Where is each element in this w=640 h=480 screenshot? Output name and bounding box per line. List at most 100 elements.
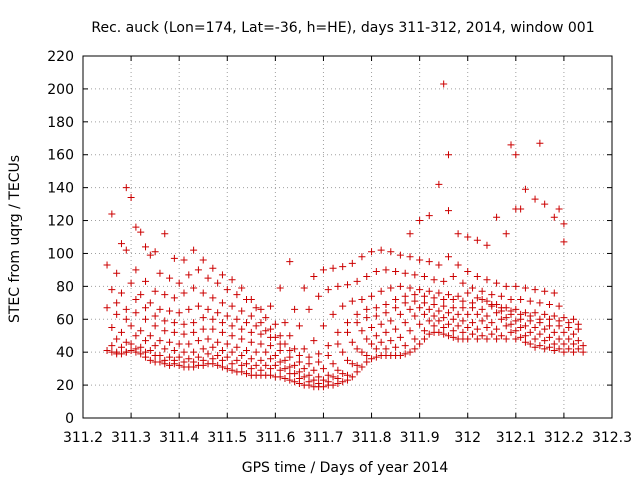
- data-point: [243, 360, 251, 368]
- data-point: [228, 348, 236, 356]
- data-point: [570, 348, 578, 356]
- data-point: [435, 307, 443, 315]
- data-point: [286, 353, 294, 361]
- data-point: [180, 289, 188, 297]
- y-tick-label: 100: [47, 246, 74, 262]
- data-point: [353, 319, 361, 327]
- data-point: [550, 213, 558, 221]
- data-point: [180, 256, 188, 264]
- data-point: [545, 315, 553, 323]
- data-point: [368, 340, 376, 348]
- data-point: [512, 305, 520, 313]
- data-point: [247, 338, 255, 346]
- data-point: [146, 347, 154, 355]
- data-point: [348, 360, 356, 368]
- data-point: [344, 319, 351, 327]
- data-point: [262, 348, 270, 356]
- data-point: [324, 286, 332, 294]
- data-point: [180, 348, 188, 356]
- y-tick-label: 40: [56, 345, 74, 361]
- data-point: [223, 353, 231, 361]
- data-point: [247, 355, 255, 363]
- data-point: [113, 310, 121, 318]
- data-point: [199, 345, 207, 353]
- data-point: [459, 279, 467, 287]
- data-point: [440, 277, 448, 285]
- data-point: [430, 276, 438, 284]
- data-point: [353, 361, 361, 369]
- data-point: [238, 351, 246, 359]
- data-point: [579, 348, 587, 356]
- data-point: [127, 279, 135, 287]
- data-point: [348, 338, 356, 346]
- data-point: [473, 310, 481, 318]
- data-point: [570, 315, 578, 323]
- data-point: [257, 366, 265, 374]
- data-point: [411, 291, 419, 299]
- data-point: [550, 340, 558, 348]
- data-point: [416, 340, 424, 348]
- data-point: [295, 322, 303, 330]
- data-point: [228, 302, 236, 310]
- data-point: [387, 284, 395, 292]
- data-point: [459, 328, 467, 336]
- data-point: [512, 335, 520, 343]
- data-point: [348, 259, 356, 267]
- data-point: [238, 325, 246, 333]
- data-point: [449, 272, 457, 280]
- data-point: [488, 291, 496, 299]
- data-point: [295, 358, 303, 366]
- data-point: [368, 324, 376, 331]
- data-point: [276, 366, 284, 374]
- y-axis-label: STEC from uqrg / TECUs: [7, 155, 23, 323]
- data-point: [435, 289, 443, 297]
- data-point: [565, 319, 573, 327]
- x-tick-label: 312.3: [592, 430, 632, 446]
- data-point: [372, 268, 380, 276]
- data-point: [142, 337, 150, 345]
- data-point: [430, 312, 438, 320]
- data-point: [194, 353, 202, 361]
- data-point: [401, 292, 409, 300]
- data-point: [459, 304, 467, 312]
- data-point: [473, 236, 481, 244]
- data-point: [454, 322, 462, 330]
- data-point: [117, 328, 125, 336]
- data-point: [324, 342, 332, 350]
- x-tick-label: 311.8: [351, 430, 391, 446]
- data-point: [459, 297, 467, 305]
- chart-title: Rec. auck (Lon=174, Lat=-36, h=HE), days…: [91, 20, 594, 36]
- y-tick-label: 60: [56, 312, 74, 328]
- data-point: [507, 296, 515, 304]
- data-point: [218, 356, 226, 364]
- data-point: [117, 289, 125, 297]
- data-point: [175, 340, 183, 348]
- data-point: [507, 141, 515, 149]
- data-point: [113, 335, 121, 343]
- data-point: [401, 342, 409, 350]
- data-point: [483, 276, 491, 284]
- data-point: [517, 296, 525, 304]
- data-point: [425, 330, 433, 338]
- data-point: [271, 351, 279, 359]
- data-point: [358, 327, 366, 335]
- data-point: [319, 322, 327, 330]
- data-point: [271, 333, 279, 341]
- data-point: [430, 322, 438, 330]
- data-point: [228, 360, 236, 368]
- data-point: [214, 279, 222, 287]
- data-point: [464, 233, 472, 241]
- data-point: [550, 312, 558, 320]
- data-point: [517, 333, 525, 341]
- y-tick-label: 80: [56, 279, 74, 295]
- data-point: [267, 325, 275, 333]
- data-point: [411, 271, 419, 279]
- data-point: [194, 337, 202, 345]
- data-point: [416, 256, 424, 264]
- data-point: [435, 261, 443, 269]
- data-point: [387, 248, 395, 256]
- data-point: [478, 332, 486, 340]
- data-point: [512, 151, 520, 159]
- x-tick-label: 311.5: [207, 430, 247, 446]
